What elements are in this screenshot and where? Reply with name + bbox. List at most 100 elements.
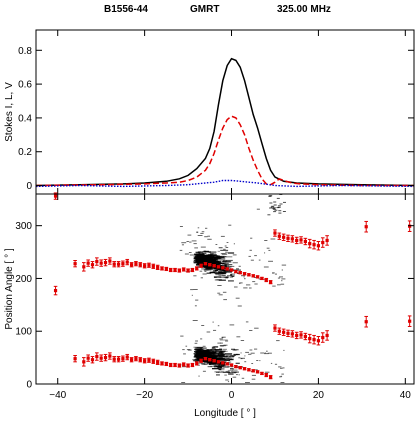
density-cell	[222, 270, 226, 272]
density-cell	[251, 363, 254, 364]
density-cell	[207, 361, 214, 363]
density-cell	[225, 265, 230, 267]
density-cell	[201, 262, 205, 264]
pa-point	[212, 359, 216, 363]
density-cell	[213, 262, 218, 264]
pa-point	[134, 262, 138, 266]
density-cell	[213, 364, 221, 366]
density-cell	[216, 262, 222, 265]
density-cell	[201, 231, 205, 233]
density-cell	[268, 249, 271, 251]
density-cell	[205, 260, 211, 262]
density-cell	[205, 262, 210, 264]
density-cell	[220, 370, 225, 372]
density-cell	[200, 353, 207, 355]
density-cell	[225, 269, 234, 271]
pa-point	[156, 265, 160, 269]
density-cell	[188, 252, 192, 253]
density-cell	[212, 368, 220, 370]
density-cell	[234, 372, 236, 374]
pa-point	[269, 375, 273, 379]
density-cell	[207, 259, 212, 261]
pa-point	[160, 361, 164, 366]
density-cell	[204, 266, 212, 268]
density-cell	[218, 368, 225, 370]
density-cell	[194, 342, 198, 344]
pa-point	[108, 259, 112, 263]
density-cell	[219, 338, 223, 340]
pa-point	[129, 263, 134, 267]
density-cell	[223, 262, 229, 264]
density-cell	[215, 356, 222, 358]
density-cell	[214, 364, 217, 366]
pa-point	[255, 275, 260, 279]
profile-frame	[35, 29, 415, 195]
density-cell	[200, 259, 205, 261]
density-cell	[229, 324, 235, 326]
density-cell	[222, 256, 227, 258]
telescope-name: GMRT	[190, 4, 219, 15]
density-cell	[195, 356, 204, 358]
density-cell	[194, 247, 198, 249]
density-cell	[214, 269, 219, 272]
density-cell	[250, 237, 253, 239]
density-cell	[279, 203, 283, 205]
density-cell	[238, 357, 241, 359]
density-cell	[197, 364, 200, 366]
pa-point	[264, 278, 268, 282]
pa-point	[408, 319, 412, 323]
density-cell	[197, 258, 206, 260]
density-cell	[198, 353, 206, 355]
density-cell	[200, 338, 203, 340]
density-cell	[214, 272, 220, 274]
pa-point	[164, 267, 168, 271]
density-cell	[216, 261, 220, 263]
density-cell	[197, 349, 202, 351]
density-cell	[204, 350, 207, 353]
density-cell	[259, 360, 261, 362]
density-cell	[202, 251, 205, 253]
density-cell	[187, 234, 192, 236]
density-cell	[185, 345, 188, 347]
density-cell	[253, 277, 257, 278]
density-cell	[219, 366, 223, 368]
pa-point	[169, 363, 173, 367]
density-cell	[216, 349, 219, 351]
x-tick-label: −40	[49, 390, 66, 401]
density-cell	[236, 353, 240, 356]
pa-point	[90, 263, 95, 267]
density-cell	[252, 281, 256, 283]
pa-point	[143, 264, 147, 268]
pa-point	[290, 332, 294, 336]
density-cell	[268, 195, 272, 197]
density-cell	[209, 356, 216, 358]
density-cell	[272, 207, 276, 209]
stokes-i-line	[35, 57, 415, 187]
pa-point	[121, 262, 125, 266]
density-cell	[195, 255, 202, 257]
density-cell	[230, 274, 233, 276]
x-tick-label: −20	[136, 390, 153, 401]
density-cell	[214, 279, 222, 281]
density-cell	[181, 382, 186, 383]
pa-point	[325, 238, 329, 243]
density-cell	[207, 261, 215, 263]
pa-point	[290, 237, 294, 241]
density-cell	[181, 242, 187, 244]
density-cell	[227, 369, 234, 372]
density-cell	[198, 256, 205, 258]
density-cell	[204, 236, 208, 238]
density-cell	[217, 367, 222, 369]
pa-point	[229, 363, 234, 367]
density-cell	[268, 260, 273, 262]
density-cell	[211, 259, 214, 261]
density-cell	[227, 357, 234, 359]
density-cell	[192, 320, 198, 321]
density-cell	[244, 361, 247, 363]
density-cell	[227, 275, 232, 277]
pa-point	[125, 355, 129, 359]
pa-point	[208, 358, 212, 362]
density-cell	[196, 231, 199, 233]
density-cell	[193, 289, 198, 290]
density-cell	[208, 362, 211, 364]
